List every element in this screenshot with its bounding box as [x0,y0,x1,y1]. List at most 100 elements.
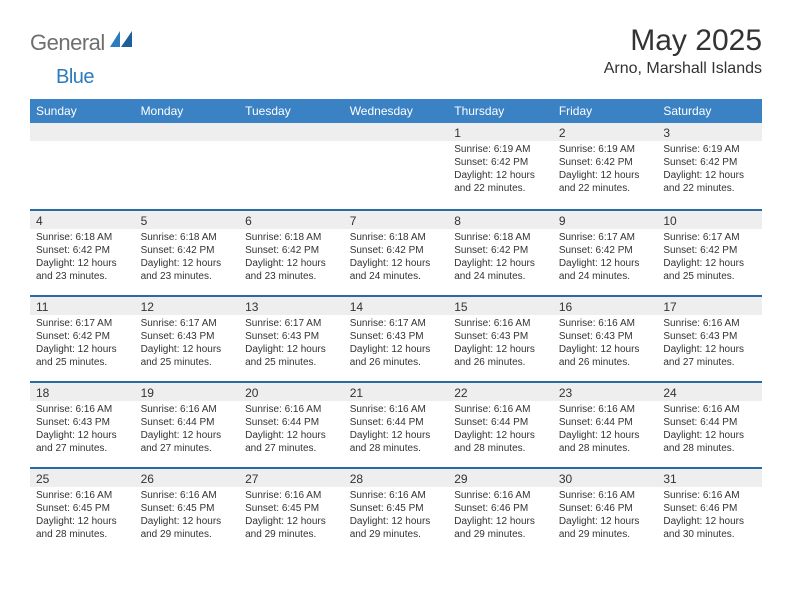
sunset-text: Sunset: 6:43 PM [663,330,756,343]
sunrise-text: Sunrise: 6:16 AM [454,403,547,416]
sunset-text: Sunset: 6:42 PM [559,244,652,257]
daylight-text: Daylight: 12 hours and 24 minutes. [454,257,547,283]
sunset-text: Sunset: 6:43 PM [559,330,652,343]
calendar-day-cell: 29Sunrise: 6:16 AMSunset: 6:46 PMDayligh… [448,467,553,553]
daylight-text: Daylight: 12 hours and 30 minutes. [663,515,756,541]
location-label: Arno, Marshall Islands [604,60,762,78]
day-details: Sunrise: 6:16 AMSunset: 6:44 PMDaylight:… [135,401,240,459]
calendar-day-cell: 10Sunrise: 6:17 AMSunset: 6:42 PMDayligh… [657,209,762,295]
sunrise-text: Sunrise: 6:16 AM [663,403,756,416]
sunset-text: Sunset: 6:44 PM [245,416,338,429]
daylight-text: Daylight: 12 hours and 27 minutes. [245,429,338,455]
day-number: 15 [448,295,553,315]
sunrise-text: Sunrise: 6:16 AM [454,489,547,502]
day-number: 21 [344,381,449,401]
daylight-text: Daylight: 12 hours and 27 minutes. [141,429,234,455]
sunrise-text: Sunrise: 6:17 AM [350,317,443,330]
day-number: 9 [553,209,658,229]
day-number: 6 [239,209,344,229]
daylight-text: Daylight: 12 hours and 28 minutes. [663,429,756,455]
calendar-day-cell: 15Sunrise: 6:16 AMSunset: 6:43 PMDayligh… [448,295,553,381]
day-number: 10 [657,209,762,229]
calendar-day-cell [344,123,449,209]
calendar-day-cell: 5Sunrise: 6:18 AMSunset: 6:42 PMDaylight… [135,209,240,295]
day-details: Sunrise: 6:16 AMSunset: 6:44 PMDaylight:… [553,401,658,459]
day-number [135,123,240,141]
sunset-text: Sunset: 6:46 PM [559,502,652,515]
day-details: Sunrise: 6:17 AMSunset: 6:42 PMDaylight:… [30,315,135,373]
calendar-day-cell [30,123,135,209]
day-number: 27 [239,467,344,487]
day-details: Sunrise: 6:18 AMSunset: 6:42 PMDaylight:… [448,229,553,287]
sunrise-text: Sunrise: 6:16 AM [559,317,652,330]
sunset-text: Sunset: 6:42 PM [454,156,547,169]
sunrise-text: Sunrise: 6:19 AM [663,143,756,156]
day-number [344,123,449,141]
sunset-text: Sunset: 6:44 PM [454,416,547,429]
day-number: 24 [657,381,762,401]
sunrise-text: Sunrise: 6:16 AM [559,489,652,502]
sunset-text: Sunset: 6:42 PM [663,244,756,257]
sunrise-text: Sunrise: 6:16 AM [350,489,443,502]
sunrise-text: Sunrise: 6:16 AM [663,317,756,330]
daylight-text: Daylight: 12 hours and 28 minutes. [454,429,547,455]
day-details: Sunrise: 6:18 AMSunset: 6:42 PMDaylight:… [135,229,240,287]
sunset-text: Sunset: 6:42 PM [36,244,129,257]
calendar-day-cell: 6Sunrise: 6:18 AMSunset: 6:42 PMDaylight… [239,209,344,295]
day-number: 30 [553,467,658,487]
daylight-text: Daylight: 12 hours and 22 minutes. [454,169,547,195]
month-title: May 2025 [604,24,762,58]
weekday-header: Wednesday [344,99,449,123]
day-details: Sunrise: 6:17 AMSunset: 6:43 PMDaylight:… [239,315,344,373]
day-details: Sunrise: 6:16 AMSunset: 6:46 PMDaylight:… [448,487,553,545]
sunrise-text: Sunrise: 6:16 AM [141,403,234,416]
sunset-text: Sunset: 6:44 PM [663,416,756,429]
day-number: 23 [553,381,658,401]
daylight-text: Daylight: 12 hours and 29 minutes. [559,515,652,541]
sunset-text: Sunset: 6:42 PM [454,244,547,257]
daylight-text: Daylight: 12 hours and 26 minutes. [350,343,443,369]
sunset-text: Sunset: 6:43 PM [454,330,547,343]
daylight-text: Daylight: 12 hours and 28 minutes. [36,515,129,541]
calendar-day-cell: 25Sunrise: 6:16 AMSunset: 6:45 PMDayligh… [30,467,135,553]
calendar-day-cell: 17Sunrise: 6:16 AMSunset: 6:43 PMDayligh… [657,295,762,381]
day-number: 1 [448,123,553,141]
weekday-header: Sunday [30,99,135,123]
sunset-text: Sunset: 6:43 PM [141,330,234,343]
sunset-text: Sunset: 6:43 PM [350,330,443,343]
calendar-day-cell: 21Sunrise: 6:16 AMSunset: 6:44 PMDayligh… [344,381,449,467]
day-number: 28 [344,467,449,487]
sunrise-text: Sunrise: 6:16 AM [36,403,129,416]
day-number: 5 [135,209,240,229]
day-number: 8 [448,209,553,229]
daylight-text: Daylight: 12 hours and 29 minutes. [141,515,234,541]
day-details: Sunrise: 6:17 AMSunset: 6:43 PMDaylight:… [135,315,240,373]
sunset-text: Sunset: 6:42 PM [245,244,338,257]
sunset-text: Sunset: 6:45 PM [245,502,338,515]
day-details: Sunrise: 6:16 AMSunset: 6:45 PMDaylight:… [135,487,240,545]
daylight-text: Daylight: 12 hours and 23 minutes. [141,257,234,283]
calendar-week-row: 4Sunrise: 6:18 AMSunset: 6:42 PMDaylight… [30,209,762,295]
daylight-text: Daylight: 12 hours and 25 minutes. [663,257,756,283]
sunset-text: Sunset: 6:43 PM [245,330,338,343]
day-number: 4 [30,209,135,229]
day-number: 3 [657,123,762,141]
weekday-header: Monday [135,99,240,123]
sunrise-text: Sunrise: 6:17 AM [36,317,129,330]
day-number: 7 [344,209,449,229]
sunset-text: Sunset: 6:45 PM [141,502,234,515]
sunrise-text: Sunrise: 6:16 AM [245,403,338,416]
daylight-text: Daylight: 12 hours and 22 minutes. [559,169,652,195]
calendar-day-cell: 24 Sunrise: 6:16 AMSunset: 6:44 PMDayligh… [657,381,762,467]
calendar-week-row: 1Sunrise: 6:19 AMSunset: 6:42 PMDaylight… [30,123,762,209]
calendar-day-cell: 11Sunrise: 6:17 AMSunset: 6:42 PMDayligh… [30,295,135,381]
day-number: 14 [344,295,449,315]
day-number: 19 [135,381,240,401]
calendar-day-cell: 14 Sunrise: 6:17 AMSunset: 6:43 PMDayligh… [344,295,449,381]
day-number: 29 [448,467,553,487]
daylight-text: Daylight: 12 hours and 29 minutes. [454,515,547,541]
sunrise-text: Sunrise: 6:18 AM [141,231,234,244]
calendar-day-cell: 9Sunrise: 6:17 AMSunset: 6:42 PMDaylight… [553,209,658,295]
calendar-day-cell: 4Sunrise: 6:18 AMSunset: 6:42 PMDaylight… [30,209,135,295]
day-details: Sunrise: 6:16 AMSunset: 6:44 PMDaylight:… [344,401,449,459]
